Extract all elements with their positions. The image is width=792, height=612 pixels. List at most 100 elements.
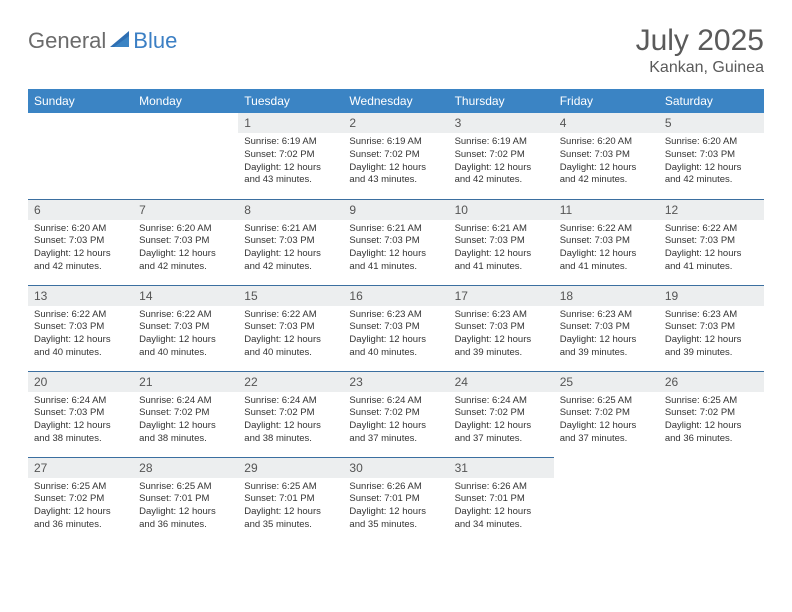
calendar-head: SundayMondayTuesdayWednesdayThursdayFrid… xyxy=(28,89,764,113)
day-number: 3 xyxy=(449,113,554,133)
calendar-cell: 24Sunrise: 6:24 AMSunset: 7:02 PMDayligh… xyxy=(449,371,554,457)
day-number: 29 xyxy=(238,458,343,478)
weekday-header: Thursday xyxy=(449,89,554,113)
day-details: Sunrise: 6:23 AMSunset: 7:03 PMDaylight:… xyxy=(554,306,659,364)
day-number: 15 xyxy=(238,286,343,306)
calendar-cell: 15Sunrise: 6:22 AMSunset: 7:03 PMDayligh… xyxy=(238,285,343,371)
day-details: Sunrise: 6:19 AMSunset: 7:02 PMDaylight:… xyxy=(449,133,554,191)
calendar-cell: 21Sunrise: 6:24 AMSunset: 7:02 PMDayligh… xyxy=(133,371,238,457)
calendar-cell: 8Sunrise: 6:21 AMSunset: 7:03 PMDaylight… xyxy=(238,199,343,285)
calendar-cell: 6Sunrise: 6:20 AMSunset: 7:03 PMDaylight… xyxy=(28,199,133,285)
day-number: 9 xyxy=(343,200,448,220)
brand-text-blue: Blue xyxy=(133,28,177,54)
location-label: Kankan, Guinea xyxy=(636,59,764,77)
calendar-row: 27Sunrise: 6:25 AMSunset: 7:02 PMDayligh… xyxy=(28,457,764,543)
day-number: 13 xyxy=(28,286,133,306)
calendar-cell: 11Sunrise: 6:22 AMSunset: 7:03 PMDayligh… xyxy=(554,199,659,285)
day-details: Sunrise: 6:23 AMSunset: 7:03 PMDaylight:… xyxy=(343,306,448,364)
calendar-body: ....1Sunrise: 6:19 AMSunset: 7:02 PMDayl… xyxy=(28,113,764,543)
day-number: 20 xyxy=(28,372,133,392)
day-details: Sunrise: 6:25 AMSunset: 7:01 PMDaylight:… xyxy=(133,478,238,536)
calendar-cell: 4Sunrise: 6:20 AMSunset: 7:03 PMDaylight… xyxy=(554,113,659,199)
calendar-cell: 5Sunrise: 6:20 AMSunset: 7:03 PMDaylight… xyxy=(659,113,764,199)
calendar-cell: 28Sunrise: 6:25 AMSunset: 7:01 PMDayligh… xyxy=(133,457,238,543)
calendar-cell: 23Sunrise: 6:24 AMSunset: 7:02 PMDayligh… xyxy=(343,371,448,457)
day-number: 18 xyxy=(554,286,659,306)
day-details: Sunrise: 6:25 AMSunset: 7:02 PMDaylight:… xyxy=(554,392,659,450)
calendar-cell: 9Sunrise: 6:21 AMSunset: 7:03 PMDaylight… xyxy=(343,199,448,285)
calendar-cell: 17Sunrise: 6:23 AMSunset: 7:03 PMDayligh… xyxy=(449,285,554,371)
day-details: Sunrise: 6:20 AMSunset: 7:03 PMDaylight:… xyxy=(28,220,133,278)
brand-logo: General Blue xyxy=(28,24,177,54)
brand-sail-icon xyxy=(110,30,130,53)
calendar-cell: .. xyxy=(554,457,659,543)
calendar-cell: 20Sunrise: 6:24 AMSunset: 7:03 PMDayligh… xyxy=(28,371,133,457)
day-details: Sunrise: 6:22 AMSunset: 7:03 PMDaylight:… xyxy=(238,306,343,364)
day-number: 8 xyxy=(238,200,343,220)
calendar-cell: 2Sunrise: 6:19 AMSunset: 7:02 PMDaylight… xyxy=(343,113,448,199)
calendar-cell: 14Sunrise: 6:22 AMSunset: 7:03 PMDayligh… xyxy=(133,285,238,371)
day-details: Sunrise: 6:25 AMSunset: 7:02 PMDaylight:… xyxy=(659,392,764,450)
day-number: 14 xyxy=(133,286,238,306)
day-number: 22 xyxy=(238,372,343,392)
day-details: Sunrise: 6:24 AMSunset: 7:02 PMDaylight:… xyxy=(343,392,448,450)
calendar-cell: 25Sunrise: 6:25 AMSunset: 7:02 PMDayligh… xyxy=(554,371,659,457)
calendar-cell: 30Sunrise: 6:26 AMSunset: 7:01 PMDayligh… xyxy=(343,457,448,543)
day-number: 23 xyxy=(343,372,448,392)
day-number: 21 xyxy=(133,372,238,392)
calendar-row: 6Sunrise: 6:20 AMSunset: 7:03 PMDaylight… xyxy=(28,199,764,285)
calendar-cell: 31Sunrise: 6:26 AMSunset: 7:01 PMDayligh… xyxy=(449,457,554,543)
day-number: 11 xyxy=(554,200,659,220)
day-details: Sunrise: 6:25 AMSunset: 7:02 PMDaylight:… xyxy=(28,478,133,536)
weekday-header: Wednesday xyxy=(343,89,448,113)
day-details: Sunrise: 6:20 AMSunset: 7:03 PMDaylight:… xyxy=(659,133,764,191)
calendar-row: 20Sunrise: 6:24 AMSunset: 7:03 PMDayligh… xyxy=(28,371,764,457)
title-block: July 2025 Kankan, Guinea xyxy=(636,24,764,77)
day-number: 16 xyxy=(343,286,448,306)
calendar-cell: 3Sunrise: 6:19 AMSunset: 7:02 PMDaylight… xyxy=(449,113,554,199)
calendar-table: SundayMondayTuesdayWednesdayThursdayFrid… xyxy=(28,89,764,543)
day-details: Sunrise: 6:22 AMSunset: 7:03 PMDaylight:… xyxy=(659,220,764,278)
day-number: 28 xyxy=(133,458,238,478)
day-number: 2 xyxy=(343,113,448,133)
day-details: Sunrise: 6:22 AMSunset: 7:03 PMDaylight:… xyxy=(28,306,133,364)
calendar-cell: 19Sunrise: 6:23 AMSunset: 7:03 PMDayligh… xyxy=(659,285,764,371)
day-details: Sunrise: 6:21 AMSunset: 7:03 PMDaylight:… xyxy=(449,220,554,278)
day-details: Sunrise: 6:21 AMSunset: 7:03 PMDaylight:… xyxy=(343,220,448,278)
calendar-cell: .. xyxy=(133,113,238,199)
brand-text-general: General xyxy=(28,28,106,54)
weekday-header: Saturday xyxy=(659,89,764,113)
calendar-cell: 12Sunrise: 6:22 AMSunset: 7:03 PMDayligh… xyxy=(659,199,764,285)
day-details: Sunrise: 6:23 AMSunset: 7:03 PMDaylight:… xyxy=(659,306,764,364)
weekday-header: Sunday xyxy=(28,89,133,113)
calendar-cell: 27Sunrise: 6:25 AMSunset: 7:02 PMDayligh… xyxy=(28,457,133,543)
header: General Blue July 2025 Kankan, Guinea xyxy=(28,24,764,77)
day-number: 25 xyxy=(554,372,659,392)
day-details: Sunrise: 6:22 AMSunset: 7:03 PMDaylight:… xyxy=(554,220,659,278)
day-number: 5 xyxy=(659,113,764,133)
day-number: 17 xyxy=(449,286,554,306)
day-details: Sunrise: 6:26 AMSunset: 7:01 PMDaylight:… xyxy=(343,478,448,536)
day-number: 7 xyxy=(133,200,238,220)
day-details: Sunrise: 6:23 AMSunset: 7:03 PMDaylight:… xyxy=(449,306,554,364)
day-details: Sunrise: 6:24 AMSunset: 7:03 PMDaylight:… xyxy=(28,392,133,450)
day-details: Sunrise: 6:20 AMSunset: 7:03 PMDaylight:… xyxy=(554,133,659,191)
day-number: 24 xyxy=(449,372,554,392)
calendar-cell: 13Sunrise: 6:22 AMSunset: 7:03 PMDayligh… xyxy=(28,285,133,371)
calendar-cell: .. xyxy=(659,457,764,543)
calendar-cell: 7Sunrise: 6:20 AMSunset: 7:03 PMDaylight… xyxy=(133,199,238,285)
day-details: Sunrise: 6:24 AMSunset: 7:02 PMDaylight:… xyxy=(133,392,238,450)
calendar-cell: 10Sunrise: 6:21 AMSunset: 7:03 PMDayligh… xyxy=(449,199,554,285)
day-number: 27 xyxy=(28,458,133,478)
calendar-cell: 29Sunrise: 6:25 AMSunset: 7:01 PMDayligh… xyxy=(238,457,343,543)
day-number: 31 xyxy=(449,458,554,478)
day-number: 6 xyxy=(28,200,133,220)
day-details: Sunrise: 6:19 AMSunset: 7:02 PMDaylight:… xyxy=(343,133,448,191)
day-details: Sunrise: 6:24 AMSunset: 7:02 PMDaylight:… xyxy=(449,392,554,450)
day-number: 26 xyxy=(659,372,764,392)
calendar-row: 13Sunrise: 6:22 AMSunset: 7:03 PMDayligh… xyxy=(28,285,764,371)
calendar-cell: 16Sunrise: 6:23 AMSunset: 7:03 PMDayligh… xyxy=(343,285,448,371)
calendar-cell: 22Sunrise: 6:24 AMSunset: 7:02 PMDayligh… xyxy=(238,371,343,457)
weekday-header: Tuesday xyxy=(238,89,343,113)
weekday-header: Monday xyxy=(133,89,238,113)
